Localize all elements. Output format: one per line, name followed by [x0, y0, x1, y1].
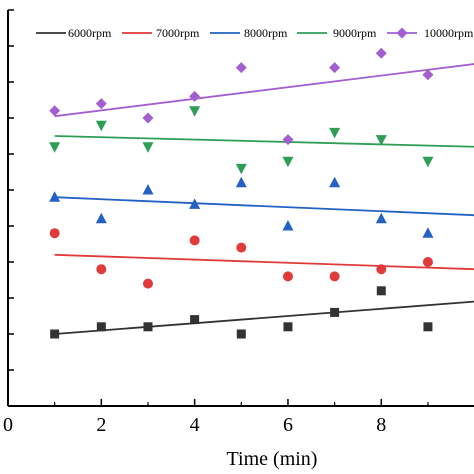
point-10000rpm [282, 134, 294, 146]
point-6000rpm [330, 307, 340, 317]
legend-marker-10000rpm [396, 27, 408, 39]
point-7000rpm [49, 228, 60, 239]
point-6000rpm [283, 322, 293, 332]
point-8000rpm [375, 212, 387, 224]
x-tick-label: 4 [190, 414, 200, 436]
point-9000rpm [49, 142, 61, 153]
point-6000rpm [50, 329, 60, 339]
point-7000rpm [142, 278, 153, 289]
point-10000rpm [95, 98, 107, 110]
point-6000rpm [236, 329, 246, 339]
point-6000rpm [190, 315, 200, 325]
point-6000rpm [376, 286, 386, 296]
point-9000rpm [235, 163, 247, 175]
fit-lines [54, 63, 474, 335]
point-6000rpm [423, 322, 433, 332]
x-tick-label: 0 [3, 414, 13, 436]
point-9000rpm [189, 106, 201, 117]
point-9000rpm [142, 142, 154, 153]
point-10000rpm [142, 112, 154, 124]
point-7000rpm [96, 264, 107, 275]
legend: 6000rpm 7000rpm 8000rpm 9000rpm 10000rpm [36, 26, 474, 40]
data-points [49, 47, 434, 339]
point-10000rpm [49, 105, 61, 117]
point-7000rpm [236, 242, 247, 253]
point-8000rpm [422, 227, 434, 238]
point-10000rpm [375, 47, 387, 59]
point-9000rpm [422, 156, 434, 168]
point-6000rpm [96, 322, 106, 332]
point-7000rpm [282, 271, 293, 282]
point-7000rpm [376, 264, 387, 275]
point-7000rpm [189, 235, 200, 246]
point-6000rpm [143, 322, 153, 332]
point-7000rpm [329, 271, 340, 282]
fit-line-6000rpm [54, 300, 474, 335]
x-tick-label: 2 [96, 414, 106, 436]
point-9000rpm [375, 135, 387, 146]
point-8000rpm [235, 176, 247, 188]
point-10000rpm [189, 90, 201, 102]
fit-line-7000rpm [54, 253, 474, 271]
x-tick-label: 6 [283, 414, 293, 436]
point-9000rpm [282, 156, 294, 168]
fit-line-9000rpm [54, 135, 474, 148]
point-8000rpm [282, 220, 294, 231]
x-tick-label: 8 [376, 414, 386, 436]
point-10000rpm [235, 62, 247, 74]
legend-label-9000rpm: 9000rpm [333, 26, 377, 40]
point-8000rpm [49, 191, 61, 202]
legend-label-6000rpm: 6000rpm [68, 26, 112, 40]
x-axis-title: Time (min) [227, 448, 318, 470]
point-9000rpm [329, 127, 341, 139]
point-10000rpm [329, 62, 341, 74]
point-8000rpm [189, 198, 201, 209]
legend-label-8000rpm: 8000rpm [244, 26, 288, 40]
legend-label-10000rpm: 10000rpm [424, 26, 474, 40]
fit-line-10000rpm [54, 63, 474, 118]
point-9000rpm [95, 120, 107, 132]
legend-label-7000rpm: 7000rpm [156, 26, 200, 40]
point-7000rpm [422, 257, 433, 267]
point-8000rpm [95, 212, 107, 224]
axis-ticks: 0 2 4 6 8 [3, 9, 429, 436]
point-8000rpm [329, 176, 341, 188]
fit-line-8000rpm [54, 196, 474, 217]
point-10000rpm [422, 69, 434, 81]
point-8000rpm [142, 184, 154, 195]
